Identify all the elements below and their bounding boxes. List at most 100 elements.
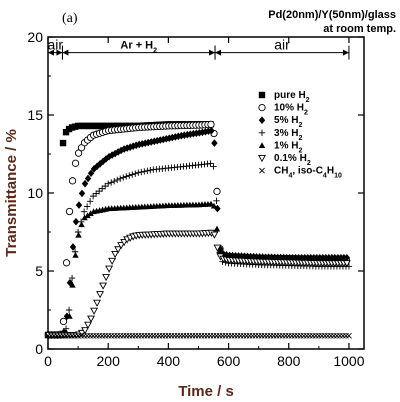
data-point [129,142,137,151]
phase-arrow [342,49,349,56]
data-point [84,212,91,219]
data-point [72,217,80,226]
data-point [342,260,351,268]
phase-label: Ar + H2 [120,40,157,55]
data-point [166,134,173,143]
phase-label: air [274,37,290,53]
series-0 [44,121,214,339]
data-point [62,259,71,267]
data-series [44,120,353,340]
data-point [114,246,123,254]
data-point [68,177,77,185]
legend-marker [258,91,266,99]
legend-marker [258,142,266,148]
phase-arrow [56,49,63,56]
legend-marker [258,154,266,163]
data-point [120,174,127,181]
data-point [160,135,167,144]
data-point [83,203,91,210]
data-point [114,148,122,156]
data-point [111,149,119,158]
data-point [59,139,67,147]
x-tick-label: 800 [277,353,301,369]
data-point [75,231,82,238]
data-point [141,168,148,175]
data-point [96,291,105,299]
data-point [213,244,222,252]
data-point [207,120,215,129]
legend-label: 10% H2 [274,103,308,117]
data-point [78,221,85,228]
data-point [114,176,121,184]
data-point [81,214,88,221]
data-point [120,145,128,153]
data-point [213,187,221,196]
data-point [132,170,139,177]
y-tick-label: 15 [27,107,43,123]
x-axis-title: Time / s [178,383,234,400]
data-point [71,159,80,167]
data-point [93,299,102,307]
phase-annotations: air Ar + H2 air [47,37,350,60]
data-point [210,163,217,170]
x-tick-label: 600 [217,353,241,369]
phase-arrow [215,49,222,56]
condition-subtitle: at room temp. [323,23,396,35]
legend-label: 5% H2 [274,115,302,129]
data-point [102,155,110,163]
data-point [69,281,76,288]
data-point [96,160,104,168]
phase-arrow [62,49,69,56]
series-6 [45,332,352,339]
data-point [81,327,89,335]
data-point [138,168,145,176]
data-point [105,152,113,161]
data-point [69,243,77,251]
axis-ticks: 0 200 400 600 800 1000 0 5 10 15 20 [27,29,364,369]
data-point [84,321,92,329]
data-point [104,180,112,187]
data-point [108,179,115,186]
data-point [93,162,101,171]
data-point [65,207,74,216]
data-point [90,307,99,315]
data-point [75,201,83,209]
data-point [126,172,133,179]
data-point [199,128,206,137]
data-point [207,200,215,207]
data-point [59,317,68,326]
data-point [135,169,142,176]
legend-label: CH4, iso-C4H10 [274,166,342,180]
data-point [87,169,95,178]
data-point [66,313,73,319]
data-point [87,315,96,323]
x-tick-label: 0 [44,353,52,369]
data-point [129,171,136,178]
series-3 [44,160,353,339]
data-point [175,132,182,141]
series-5 [44,229,351,340]
data-point [172,133,179,141]
data-point [117,146,125,155]
data-point [80,208,88,215]
data-point [72,252,79,258]
data-point [111,177,118,185]
data-point [216,248,224,254]
data-point [84,174,92,183]
legend-marker [258,129,266,136]
data-point [99,157,107,166]
data-point [99,282,108,290]
data-point [211,139,218,147]
panel-label: (a) [62,11,78,26]
data-point [86,198,94,205]
data-point [346,332,352,339]
legend-marker [259,167,265,174]
data-point [105,265,114,273]
phase-label: air [47,37,63,53]
data-point [117,242,126,250]
data-point [111,250,120,259]
legend-label: 3% H2 [274,128,302,142]
legend-marker [258,116,266,124]
y-tick-label: 20 [27,29,43,45]
data-point [81,179,89,188]
